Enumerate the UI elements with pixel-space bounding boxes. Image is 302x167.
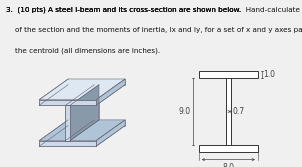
Text: 9.0: 9.0 — [178, 107, 191, 116]
Text: 0.7: 0.7 — [233, 107, 245, 116]
Polygon shape — [65, 105, 70, 141]
Polygon shape — [39, 100, 96, 105]
Text: 8.0: 8.0 — [222, 162, 234, 167]
Bar — [199, 145, 258, 152]
Polygon shape — [94, 85, 99, 120]
Polygon shape — [39, 120, 94, 141]
Text: the centroid (all dimensions are inches).: the centroid (all dimensions are inches)… — [6, 47, 160, 54]
Polygon shape — [70, 85, 99, 141]
Polygon shape — [39, 79, 125, 100]
Text: 3.  (10 pts) A steel I-beam and its cross-section are shown below.  Hand-calcula: 3. (10 pts) A steel I-beam and its cross… — [6, 7, 302, 13]
Polygon shape — [68, 79, 125, 85]
Text: of the section and the moments of inertia, Ix and Iy, for a set of x and y axes : of the section and the moments of inerti… — [6, 27, 302, 33]
Text: 3.  (10 pts) A steel I-beam and its cross-section are shown below.: 3. (10 pts) A steel I-beam and its cross… — [6, 7, 246, 13]
Text: 1.0: 1.0 — [263, 70, 275, 79]
Polygon shape — [70, 120, 125, 141]
Polygon shape — [96, 79, 125, 105]
Polygon shape — [96, 120, 125, 146]
Bar — [226, 78, 231, 145]
Text: 3.  (10 pts) A steel I-beam and its cross-section are shown below.: 3. (10 pts) A steel I-beam and its cross… — [6, 7, 246, 13]
Bar — [199, 71, 258, 78]
Polygon shape — [39, 141, 96, 146]
Polygon shape — [68, 120, 125, 126]
